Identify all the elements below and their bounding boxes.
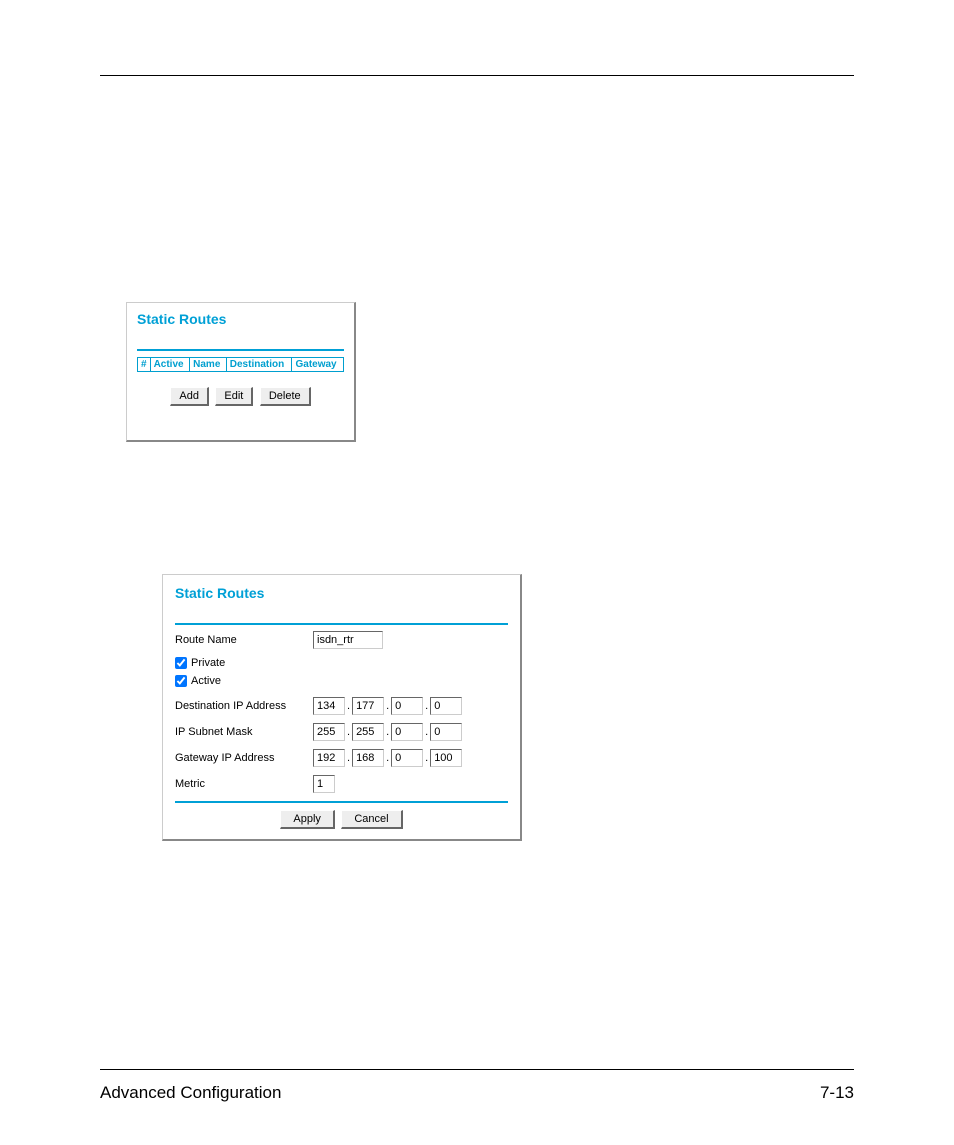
dest-ip-label: Destination IP Address <box>175 700 313 712</box>
gateway-ip-row: Gateway IP Address . . . <box>175 749 508 767</box>
dest-ip-octet-4[interactable] <box>430 697 462 715</box>
subnet-octet-4[interactable] <box>430 723 462 741</box>
dot: . <box>386 700 389 712</box>
active-row: Active <box>175 675 508 687</box>
route-name-input[interactable] <box>313 631 383 649</box>
col-destination: Destination <box>226 358 292 372</box>
routes-table: # Active Name Destination Gateway <box>137 357 344 372</box>
subnet-row: IP Subnet Mask . . . <box>175 723 508 741</box>
form: Route Name Private Active Destination IP… <box>175 631 508 793</box>
route-name-row: Route Name <box>175 631 508 649</box>
footer: Advanced Configuration 7-13 <box>100 1083 854 1103</box>
cancel-button[interactable]: Cancel <box>341 810 402 829</box>
delete-button[interactable]: Delete <box>260 387 311 406</box>
edit-button[interactable]: Edit <box>215 387 253 406</box>
top-rule <box>100 75 854 76</box>
metric-label: Metric <box>175 778 313 790</box>
gateway-octet-3[interactable] <box>391 749 423 767</box>
divider <box>137 349 344 351</box>
dot: . <box>386 752 389 764</box>
dot: . <box>347 752 350 764</box>
divider <box>175 623 508 625</box>
active-checkbox[interactable] <box>175 675 187 687</box>
footer-right: 7-13 <box>820 1083 854 1103</box>
add-button[interactable]: Add <box>170 387 209 406</box>
static-routes-form-panel: Static Routes Route Name Private Active … <box>162 574 522 841</box>
gateway-ip-label: Gateway IP Address <box>175 752 313 764</box>
button-row: Add Edit Delete <box>137 386 344 406</box>
dot: . <box>425 752 428 764</box>
gateway-octet-2[interactable] <box>352 749 384 767</box>
subnet-label: IP Subnet Mask <box>175 726 313 738</box>
divider <box>175 801 508 803</box>
metric-row: Metric <box>175 775 508 793</box>
panel-title: Static Routes <box>137 311 344 327</box>
subnet-octet-1[interactable] <box>313 723 345 741</box>
route-name-label: Route Name <box>175 634 313 646</box>
dot: . <box>425 700 428 712</box>
col-gateway: Gateway <box>292 358 344 372</box>
dest-ip-octet-3[interactable] <box>391 697 423 715</box>
dest-ip-row: Destination IP Address . . . <box>175 697 508 715</box>
gateway-octet-1[interactable] <box>313 749 345 767</box>
bottom-rule <box>100 1069 854 1070</box>
dot: . <box>386 726 389 738</box>
col-num: # <box>138 358 151 372</box>
dot: . <box>347 700 350 712</box>
gateway-octet-4[interactable] <box>430 749 462 767</box>
table-header-row: # Active Name Destination Gateway <box>138 358 344 372</box>
apply-button[interactable]: Apply <box>280 810 335 829</box>
panel-title: Static Routes <box>175 585 508 601</box>
private-label: Private <box>191 657 225 669</box>
dest-ip-octet-1[interactable] <box>313 697 345 715</box>
private-checkbox[interactable] <box>175 657 187 669</box>
subnet-octet-3[interactable] <box>391 723 423 741</box>
col-name: Name <box>190 358 227 372</box>
metric-input[interactable] <box>313 775 335 793</box>
subnet-octet-2[interactable] <box>352 723 384 741</box>
active-label: Active <box>191 675 221 687</box>
col-active: Active <box>150 358 190 372</box>
private-row: Private <box>175 657 508 669</box>
page: Static Routes # Active Name Destination … <box>0 0 954 1145</box>
static-routes-list-panel: Static Routes # Active Name Destination … <box>126 302 356 442</box>
dot: . <box>347 726 350 738</box>
dot: . <box>425 726 428 738</box>
footer-left: Advanced Configuration <box>100 1083 281 1103</box>
button-row: Apply Cancel <box>175 809 508 829</box>
dest-ip-octet-2[interactable] <box>352 697 384 715</box>
